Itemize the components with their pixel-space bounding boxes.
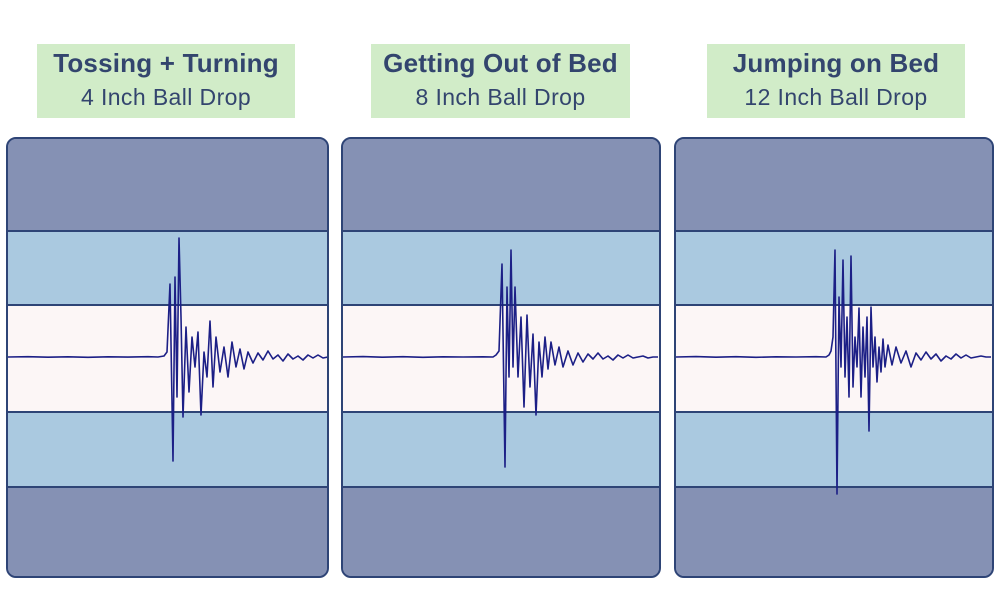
panel-label-1: Tossing + Turning 4 Inch Ball Drop: [37, 44, 295, 118]
outer-band-bottom: [676, 488, 992, 576]
middle-band-bottom: [343, 413, 659, 488]
vibration-chart-3: [676, 249, 991, 495]
outer-band-top: [676, 139, 992, 230]
vibration-chart-1: [8, 237, 327, 462]
center-band: [343, 304, 659, 413]
panel-title: Getting Out of Bed: [383, 48, 618, 78]
outer-band-bottom: [8, 488, 327, 576]
outer-band-top: [343, 139, 659, 230]
outer-band-bottom: [343, 488, 659, 576]
outer-band-top: [8, 139, 327, 230]
panel-title: Jumping on Bed: [732, 48, 940, 78]
panel-title: Tossing + Turning: [53, 48, 279, 78]
vibration-trace-line: [8, 237, 327, 462]
chart-panel-2: [341, 137, 661, 578]
middle-band-bottom: [8, 413, 327, 488]
panel-subtitle: 12 Inch Ball Drop: [744, 84, 928, 110]
vibration-chart-2: [343, 249, 658, 468]
panel-label-2: Getting Out of Bed 8 Inch Ball Drop: [371, 44, 630, 118]
vibration-trace-line: [676, 249, 991, 495]
middle-band-top: [8, 230, 327, 304]
panel-subtitle: 4 Inch Ball Drop: [80, 84, 252, 110]
vibration-trace-line: [343, 249, 658, 468]
panel-label-3: Jumping on Bed 12 Inch Ball Drop: [707, 44, 965, 118]
middle-band-bottom: [676, 413, 992, 488]
chart-panel-3: [674, 137, 994, 578]
panel-subtitle: 8 Inch Ball Drop: [415, 84, 586, 110]
chart-panel-1: [6, 137, 329, 578]
